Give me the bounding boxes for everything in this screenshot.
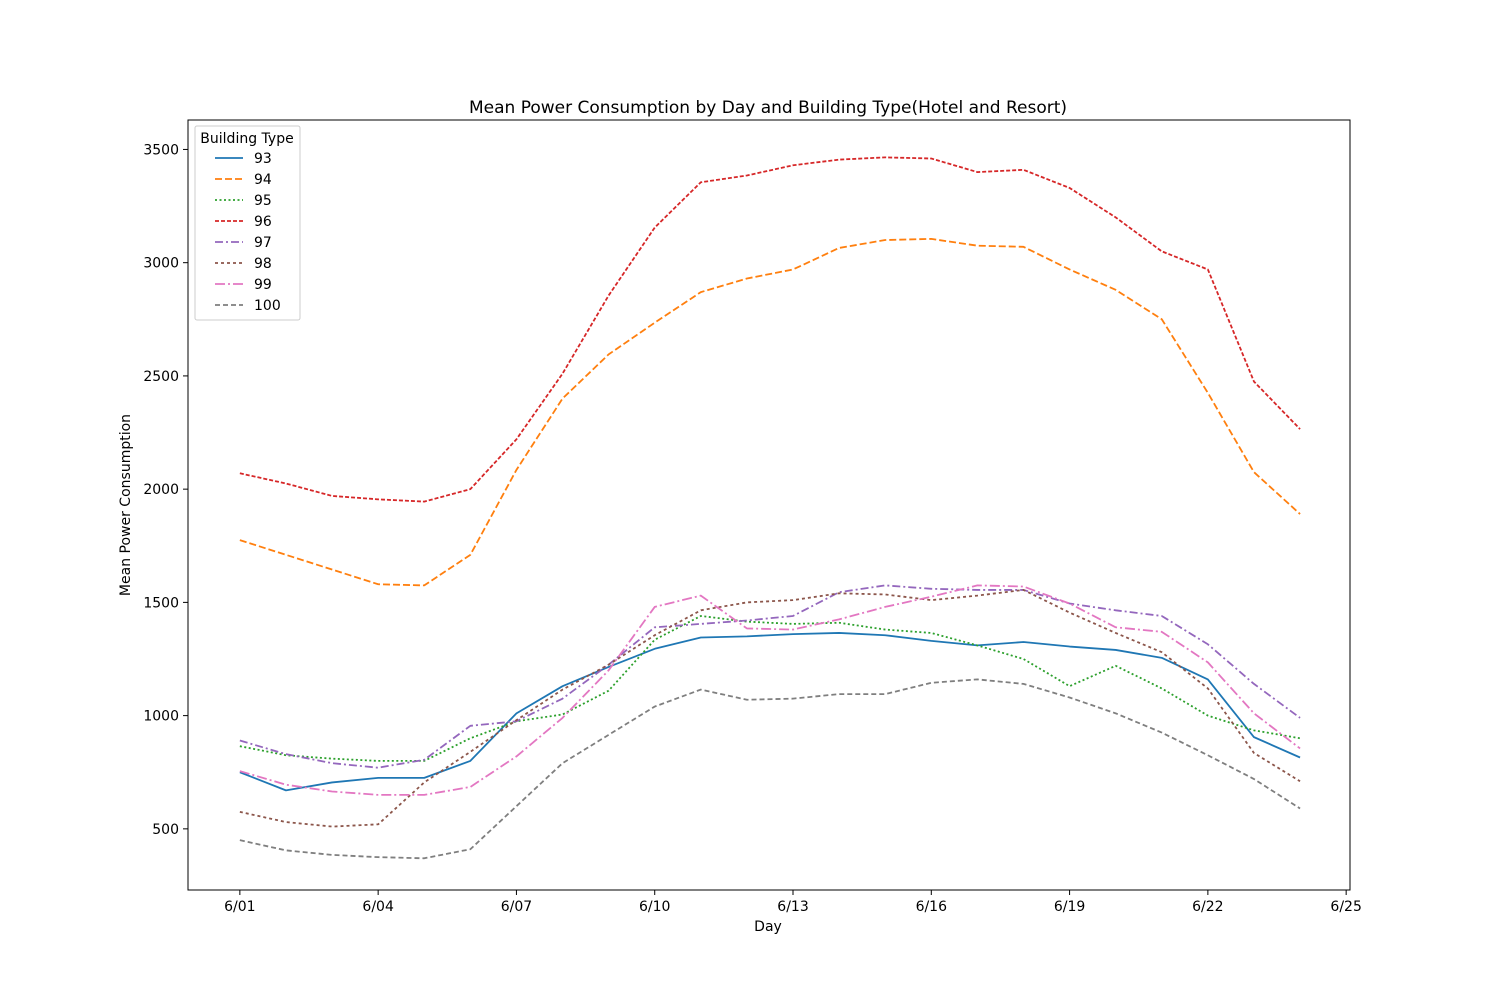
y-tick-label: 2500 (143, 369, 179, 385)
series-line-94 (239, 237, 1301, 587)
legend-entry-93: 93 (254, 151, 272, 167)
series-line-99 (239, 584, 1301, 796)
x-tick-label: 6/07 (501, 899, 532, 915)
x-tick-label: 6/22 (1192, 899, 1223, 915)
legend-box (194, 125, 301, 321)
x-tick-label: 6/10 (639, 899, 670, 915)
x-tick-label: 6/16 (916, 899, 948, 915)
y-tick-label: 3000 (143, 256, 179, 272)
x-tick-label: 6/01 (224, 899, 255, 915)
legend-title: Building Type (200, 131, 293, 147)
y-axis-label: Mean Power Consumption (118, 414, 134, 596)
legend-entry-94: 94 (254, 172, 272, 188)
legend-entry-97: 97 (254, 235, 272, 251)
series-line-93 (239, 632, 1301, 792)
y-tick-label: 3500 (143, 142, 179, 158)
y-tick-label: 1000 (143, 709, 179, 725)
series-line-95 (239, 615, 1301, 762)
x-tick-label: 6/19 (1054, 899, 1085, 915)
series-layer (239, 156, 1301, 860)
series-line-100 (239, 678, 1301, 860)
y-tick-label: 1500 (143, 595, 179, 611)
legend-entry-95: 95 (254, 193, 272, 209)
legend: Building Type 93 94 95 96 97 98 99 100 (194, 125, 301, 321)
x-tick-label: 6/04 (362, 899, 394, 915)
plot-frame (187, 119, 1351, 891)
x-tick-label: 6/25 (1330, 899, 1361, 915)
legend-entry-100: 100 (254, 298, 281, 314)
series-line-98 (239, 589, 1301, 828)
ticks-layer: 6/01 6/04 6/07 6/10 6/13 6/16 6/19 6/22 6/25 500 1… (143, 142, 1362, 915)
legend-entry-96: 96 (254, 214, 272, 230)
y-tick-label: 2000 (143, 482, 179, 498)
y-tick-label: 500 (152, 822, 179, 838)
legend-entry-98: 98 (254, 256, 272, 272)
series-line-96 (239, 156, 1301, 503)
x-tick-label: 6/13 (777, 899, 808, 915)
series-line-97 (239, 584, 1301, 769)
x-axis-label: Day (754, 919, 782, 935)
legend-entry-99: 99 (254, 277, 272, 293)
chart-title: Mean Power Consumption by Day and Buildi… (469, 98, 1067, 118)
